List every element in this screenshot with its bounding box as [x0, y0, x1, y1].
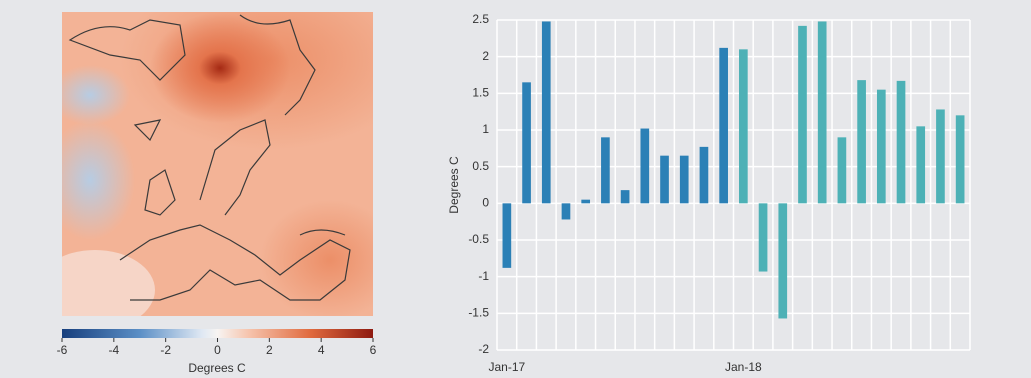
- bar: [817, 21, 827, 204]
- y-tick-label: -2: [478, 342, 489, 356]
- bar: [719, 47, 728, 204]
- bar: [561, 203, 571, 220]
- x-tick-label: Jan-18: [725, 360, 762, 374]
- y-tick-label: -1: [478, 269, 489, 283]
- bar: [660, 155, 669, 204]
- bar: [522, 82, 531, 204]
- colorbar-tick-label: -6: [57, 343, 68, 357]
- y-tick-label: -1.5: [468, 306, 489, 320]
- y-tick-label: -0.5: [468, 232, 489, 246]
- y-tick-label: 0.5: [472, 159, 489, 173]
- colorbar-label: Degrees C: [188, 361, 246, 375]
- bar: [876, 89, 886, 204]
- y-axis-label: Degrees C: [447, 156, 461, 214]
- bar: [916, 126, 926, 204]
- bar: [541, 21, 551, 204]
- bar: [798, 25, 807, 204]
- bar: [837, 137, 847, 204]
- x-tick-label: Jan-17: [489, 360, 526, 374]
- y-tick-label: 2: [482, 49, 489, 63]
- y-tick-label: 1: [482, 122, 489, 136]
- y-tick-label: 1.5: [472, 86, 489, 100]
- bar: [699, 146, 709, 204]
- bar: [739, 49, 748, 204]
- bar: [758, 203, 768, 272]
- colorbar-tick-label: 4: [318, 343, 325, 357]
- bar: [936, 109, 945, 204]
- bar: [601, 137, 610, 204]
- colorbar-tick-label: -2: [160, 343, 171, 357]
- temperature-map: [62, 12, 373, 316]
- y-tick-label: 2.5: [472, 12, 489, 26]
- bar: [640, 128, 650, 204]
- bar: [620, 190, 630, 204]
- bar: [778, 203, 788, 319]
- bar: [857, 80, 866, 204]
- colorbar: [62, 329, 373, 338]
- bar: [896, 80, 906, 204]
- y-tick-label: 0: [482, 196, 489, 210]
- colorbar-tick-label: 0: [214, 343, 221, 357]
- bar: [502, 203, 512, 268]
- colorbar-tick-label: -4: [108, 343, 119, 357]
- bar: [581, 199, 591, 204]
- bar: [955, 115, 965, 204]
- colorbar-tick-label: 2: [266, 343, 273, 357]
- colorbar-tick-label: 6: [370, 343, 377, 357]
- bar: [679, 155, 689, 204]
